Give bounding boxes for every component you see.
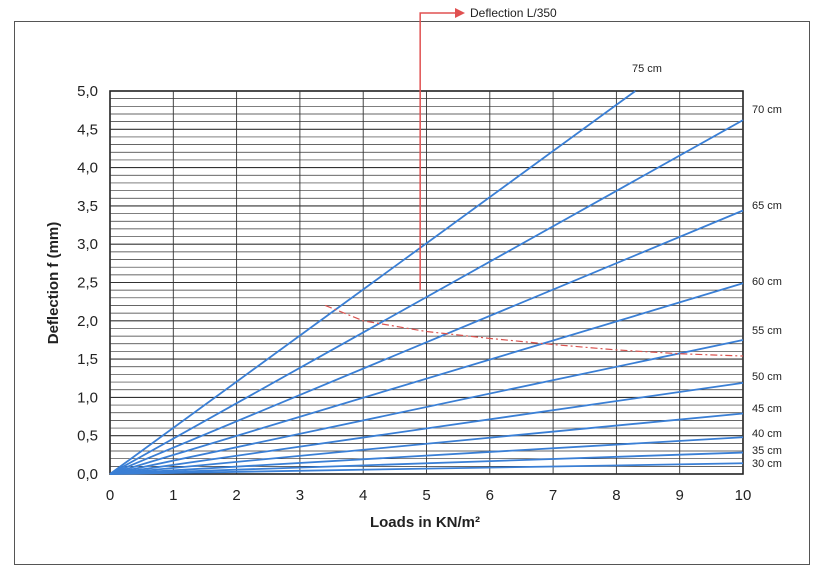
series-label: 55 cm (752, 325, 782, 337)
series-line (109, 451, 744, 475)
x-tick-label: 0 (106, 487, 114, 504)
y-tick-label: 5,0 (77, 83, 98, 100)
series-line (109, 381, 744, 475)
series-label: 30 cm (752, 458, 782, 470)
y-tick-label: 2,5 (77, 275, 98, 292)
series-label: 40 cm (752, 428, 782, 440)
callout-label: Deflection L/350 (470, 6, 557, 20)
x-tick-label: 7 (549, 487, 557, 504)
y-tick-label: 0,0 (77, 466, 98, 483)
series-label: 75 cm (632, 63, 662, 75)
x-tick-label: 8 (612, 487, 620, 504)
series-line (109, 209, 744, 475)
x-tick-label: 6 (486, 487, 494, 504)
x-tick-label: 2 (232, 487, 240, 504)
x-tick-label: 9 (676, 487, 684, 504)
series-line (109, 436, 744, 475)
grid (109, 90, 744, 475)
callout-line (419, 12, 455, 291)
series-line (109, 119, 744, 475)
limit-line (324, 304, 744, 357)
y-axis-title: Deflection f (mm) (45, 222, 62, 345)
series-label: 35 cm (752, 445, 782, 457)
x-tick-label: 10 (735, 487, 752, 504)
y-tick-label: 3,5 (77, 198, 98, 215)
chart-frame (14, 21, 810, 565)
series-line (109, 412, 744, 475)
y-tick-label: 1,0 (77, 389, 98, 406)
x-axis-title: Loads in KN/m² (370, 514, 480, 531)
callout-arrowhead (455, 8, 465, 18)
series-group (109, 90, 744, 475)
series-label: 70 cm (752, 104, 782, 116)
y-tick-label: 3,0 (77, 236, 98, 253)
series-line (109, 339, 744, 475)
series-label: 50 cm (752, 371, 782, 383)
x-tick-label: 1 (169, 487, 177, 504)
limit-line-group (324, 304, 744, 357)
x-tick-label: 5 (422, 487, 430, 504)
y-tick-label: 1,5 (77, 351, 98, 368)
series-line (109, 282, 744, 475)
deflection-callout: Deflection L/350 (419, 6, 557, 291)
tick-labels: 0 1 2 3 4 5 6 7 8 9 10 0,0 0,5 1,0 1,5 2,0 2,5 3,0 3,5 4,0 4… (77, 83, 751, 504)
x-tick-label: 3 (296, 487, 304, 504)
series-label: 65 cm (752, 200, 782, 212)
series-line (109, 462, 744, 475)
series-line (109, 90, 636, 475)
y-tick-label: 0,5 (77, 428, 98, 445)
y-tick-label: 2,0 (77, 313, 98, 330)
series-label: 45 cm (752, 403, 782, 415)
y-tick-label: 4,5 (77, 121, 98, 138)
y-tick-label: 4,0 (77, 160, 98, 177)
series-label: 60 cm (752, 276, 782, 288)
x-tick-label: 4 (359, 487, 367, 504)
